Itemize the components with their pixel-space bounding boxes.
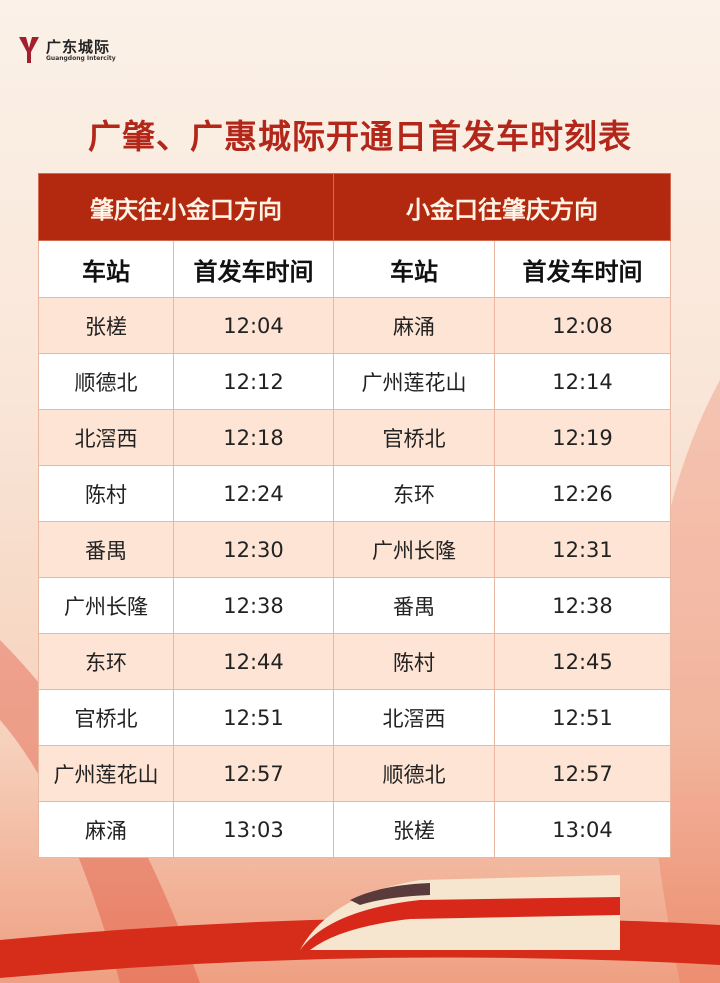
- time-cell: 12:26: [494, 465, 671, 522]
- station-cell: 陈村: [333, 633, 495, 690]
- time-cell: 12:44: [173, 633, 334, 690]
- logo: 广东城际 Guangdong Intercity: [18, 36, 116, 64]
- station-cell: 顺德北: [38, 353, 174, 410]
- time-cell: 12:08: [494, 297, 671, 354]
- station-cell: 张槎: [333, 801, 495, 858]
- time-cell: 12:38: [494, 577, 671, 634]
- logo-icon: [19, 37, 39, 63]
- station-cell: 广州长隆: [333, 521, 495, 578]
- time-cell: 12:04: [173, 297, 334, 354]
- time-cell: 12:57: [494, 745, 671, 802]
- direction-header: 肇庆往小金口方向: [38, 173, 334, 241]
- table-row: 张槎 12:04 麻涌 12:08: [38, 297, 671, 354]
- table-row: 广州长隆 12:38 番禺 12:38: [38, 577, 671, 634]
- station-cell: 广州莲花山: [38, 745, 174, 802]
- station-cell: 东环: [333, 465, 495, 522]
- direction-header: 小金口往肇庆方向: [333, 173, 671, 241]
- table-row: 广州莲花山 12:57 顺德北 12:57: [38, 745, 671, 802]
- time-cell: 12:14: [494, 353, 671, 410]
- station-cell: 广州莲花山: [333, 353, 495, 410]
- station-cell: 北滘西: [38, 409, 174, 466]
- table-row: 番禺 12:30 广州长隆 12:31: [38, 521, 671, 578]
- time-cell: 12:51: [173, 689, 334, 746]
- time-cell: 12:57: [173, 745, 334, 802]
- column-header: 车站: [38, 240, 174, 298]
- logo-text: 广东城际: [46, 37, 111, 56]
- time-cell: 12:19: [494, 409, 671, 466]
- column-header: 首发车时间: [494, 240, 671, 298]
- time-cell: 13:04: [494, 801, 671, 858]
- station-cell: 陈村: [38, 465, 174, 522]
- station-cell: 北滘西: [333, 689, 495, 746]
- train-illustration: [300, 875, 620, 950]
- table-row: 顺德北 12:12 广州莲花山 12:14: [38, 353, 671, 410]
- time-cell: 12:51: [494, 689, 671, 746]
- time-cell: 12:30: [173, 521, 334, 578]
- time-cell: 12:12: [173, 353, 334, 410]
- station-cell: 麻涌: [333, 297, 495, 354]
- table-row: 北滘西 12:18 官桥北 12:19: [38, 409, 671, 466]
- table-row: 陈村 12:24 东环 12:26: [38, 465, 671, 522]
- station-cell: 番禺: [333, 577, 495, 634]
- timetable: 肇庆往小金口方向 小金口往肇庆方向 车站 首发车时间 车站 首发车时间 张槎 12…: [38, 173, 671, 858]
- station-cell: 官桥北: [333, 409, 495, 466]
- station-cell: 官桥北: [38, 689, 174, 746]
- time-cell: 12:31: [494, 521, 671, 578]
- time-cell: 12:45: [494, 633, 671, 690]
- time-cell: 12:24: [173, 465, 334, 522]
- station-cell: 番禺: [38, 521, 174, 578]
- station-cell: 张槎: [38, 297, 174, 354]
- table-row: 东环 12:44 陈村 12:45: [38, 633, 671, 690]
- column-header: 车站: [333, 240, 495, 298]
- station-cell: 麻涌: [38, 801, 174, 858]
- table-row: 官桥北 12:51 北滘西 12:51: [38, 689, 671, 746]
- station-cell: 广州长隆: [38, 577, 174, 634]
- page-title: 广肇、广惠城际开通日首发车时刻表: [88, 117, 632, 156]
- table-row: 麻涌 13:03 张槎 13:04: [38, 801, 671, 858]
- time-cell: 13:03: [173, 801, 334, 858]
- logo-subtext: Guangdong Intercity: [46, 54, 116, 62]
- time-cell: 12:38: [173, 577, 334, 634]
- station-cell: 东环: [38, 633, 174, 690]
- station-cell: 顺德北: [333, 745, 495, 802]
- time-cell: 12:18: [173, 409, 334, 466]
- column-header: 首发车时间: [173, 240, 334, 298]
